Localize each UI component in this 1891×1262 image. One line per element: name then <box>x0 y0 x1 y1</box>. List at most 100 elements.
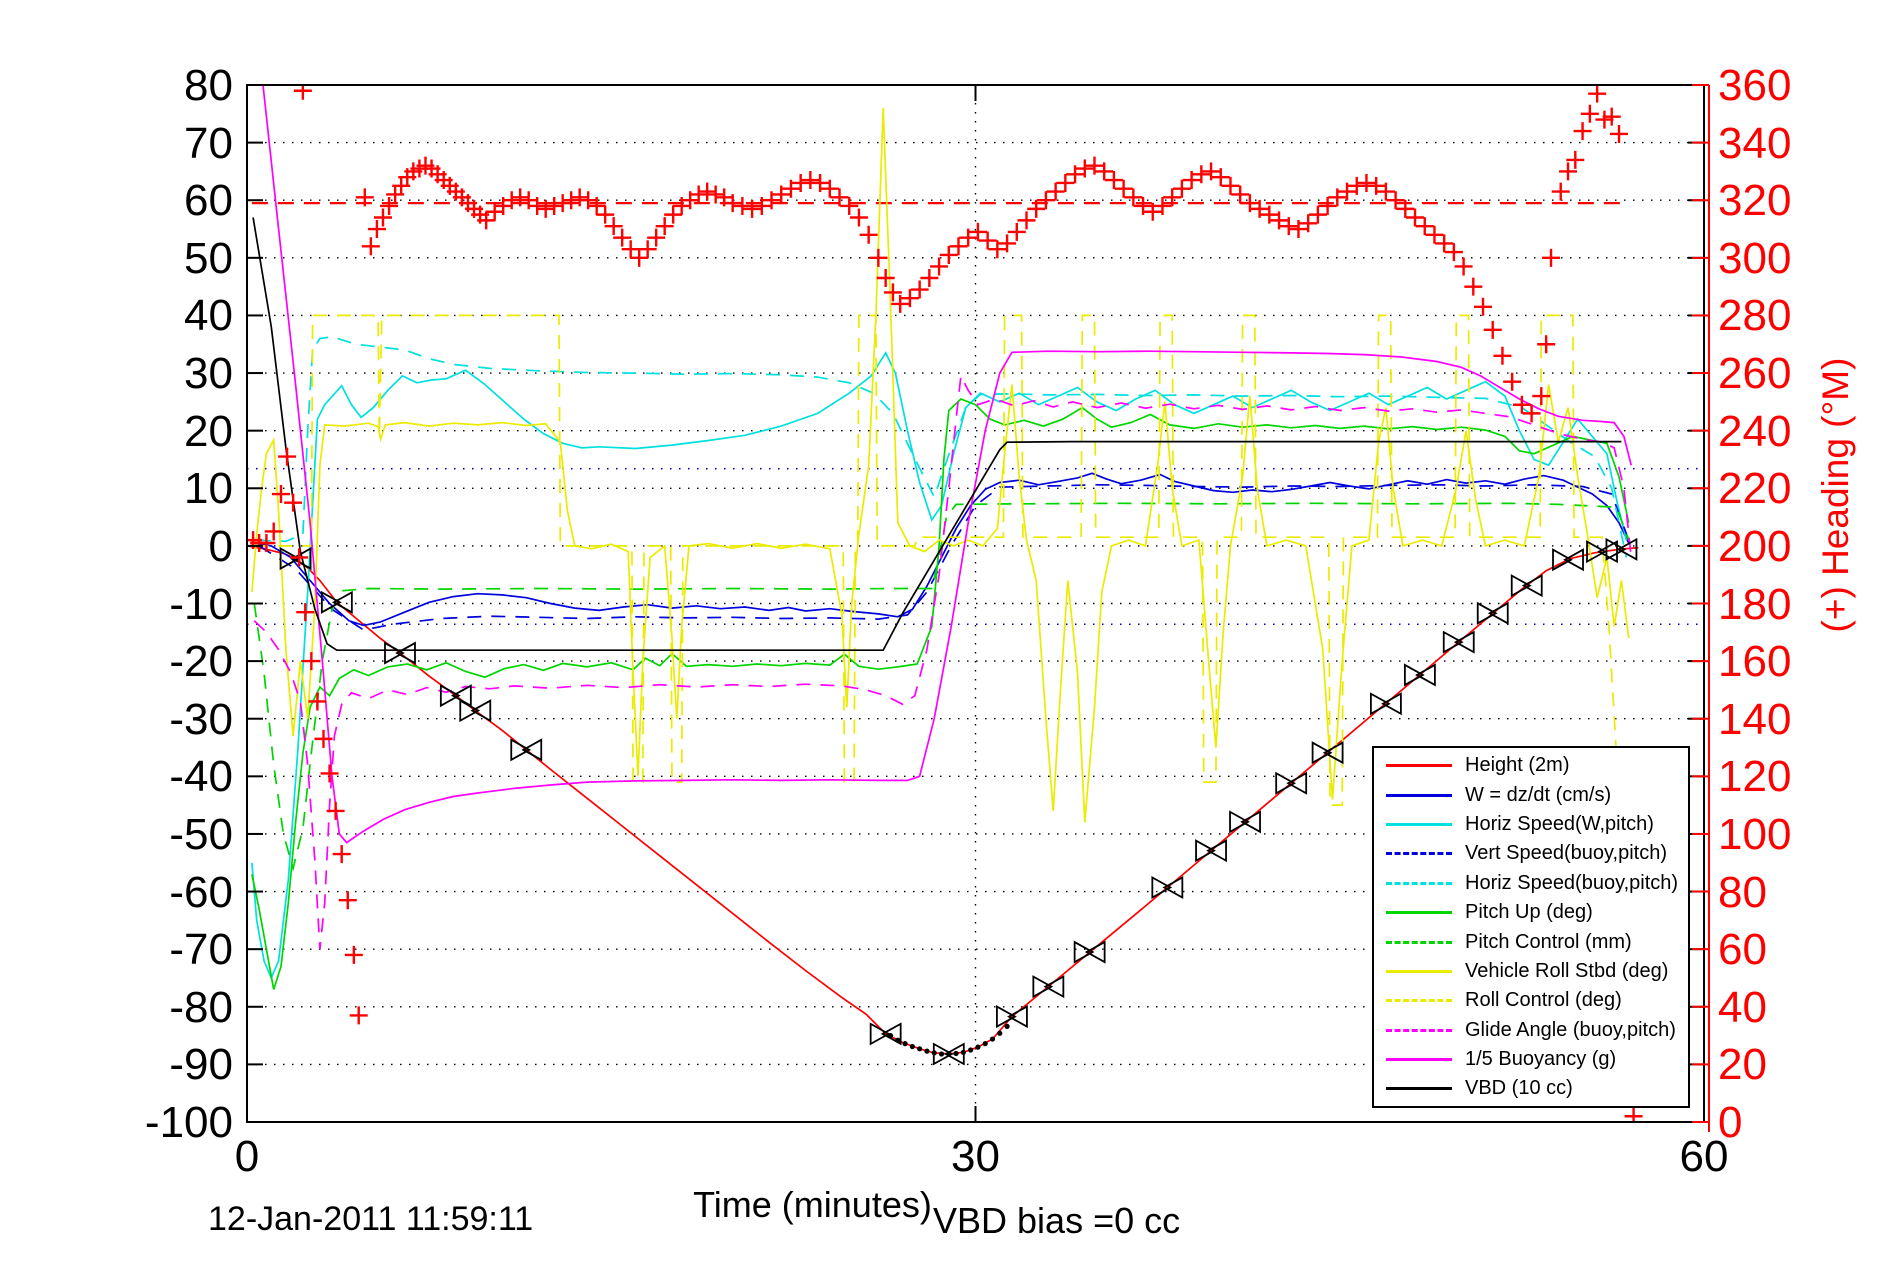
heading-sample-marker <box>545 196 564 215</box>
dive-direction-marker <box>1586 540 1618 564</box>
series-vbd <box>252 217 1622 652</box>
x-axis-tick-label: 30 <box>951 1132 1000 1181</box>
series-vert-speed-buoy <box>258 483 1630 631</box>
apogee-dot-marker <box>989 1036 996 1042</box>
heading-sample-marker <box>1056 173 1075 192</box>
series-layer <box>247 85 1643 1122</box>
legend-label: Pitch Up (deg) <box>1465 901 1593 924</box>
dive-direction-marker <box>1032 975 1065 999</box>
apogee-dot-marker <box>924 1048 930 1054</box>
heading-sample-marker <box>1376 182 1395 201</box>
heading-sample-marker <box>801 171 820 190</box>
heading-sample-marker <box>1075 159 1094 178</box>
apogee-dot-marker <box>968 1047 974 1053</box>
heading-sample-marker <box>1580 104 1599 123</box>
heading-sample-marker <box>1182 171 1201 190</box>
heading-sample-marker <box>891 294 910 313</box>
legend-item: Horiz Speed(W,pitch) <box>1374 810 1688 839</box>
heading-sample-marker <box>320 764 339 783</box>
dive-direction-marker <box>1275 771 1308 795</box>
heading-sample-marker <box>1153 196 1172 215</box>
heading-sample-marker <box>949 237 968 256</box>
x-axis-title: Time (minutes) <box>693 1184 932 1225</box>
dive-direction-marker <box>1311 741 1344 765</box>
heading-sample-marker <box>349 1006 368 1025</box>
heading-sample-marker <box>355 188 374 207</box>
heading-sample-marker <box>1367 176 1386 195</box>
legend-item: VBD (10 cc) <box>1374 1074 1688 1103</box>
heading-sample-marker <box>528 196 547 215</box>
y-axis-left-tick-label: 20 <box>184 406 233 456</box>
heading-sample-marker <box>1095 162 1114 181</box>
heading-sample-marker <box>743 199 762 218</box>
heading-sample-marker <box>1192 165 1211 184</box>
heading-sample-marker <box>296 603 315 622</box>
dive-direction-marker <box>1195 839 1227 863</box>
legend-line-sample <box>1386 999 1452 1003</box>
series-vehicle-roll <box>251 107 1630 823</box>
heading-sample-marker <box>978 231 997 250</box>
y-axis-right-tick-label: 220 <box>1718 464 1792 514</box>
heading-sample-marker <box>1610 124 1629 143</box>
heading-sample-marker <box>1357 173 1376 192</box>
y-axis-right-tick-label: 40 <box>1718 982 1767 1032</box>
dive-direction-marker <box>1229 810 1261 834</box>
y-axis-right-tick-label: 360 <box>1718 61 1792 110</box>
y-axis-right-tick-label: 140 <box>1718 694 1792 744</box>
heading-sample-marker <box>293 85 312 100</box>
heading-sample-marker <box>1328 188 1347 207</box>
heading-sample-marker <box>367 220 386 239</box>
heading-sample-marker <box>1114 179 1133 198</box>
apogee-dot-marker <box>997 1030 1003 1036</box>
y-axis-left-tick-label: -10 <box>169 579 233 629</box>
y-axis-left-tick-label: -60 <box>169 867 233 917</box>
y-axis-left-tick-label: -100 <box>144 1098 233 1147</box>
heading-sample-marker <box>840 196 859 215</box>
dive-direction-marker <box>1442 630 1475 654</box>
legend-label: Horiz Speed(buoy,pitch) <box>1465 871 1679 894</box>
y-axis-left-tick-label: -20 <box>169 637 233 687</box>
dive-direction-marker <box>1552 548 1584 572</box>
y-axis-left-tick-label: 80 <box>184 61 233 110</box>
heading-sample-marker <box>630 248 649 267</box>
heading-sample-marker <box>596 205 615 224</box>
heading-sample-marker <box>1542 248 1561 267</box>
heading-sample-marker <box>511 188 530 207</box>
y-axis-right-tick-label: 60 <box>1718 925 1767 975</box>
heading-sample-marker <box>733 196 752 215</box>
series-horiz-speed-w <box>251 351 1628 981</box>
x-axis-tick-label: 0 <box>234 1132 260 1181</box>
legend-label: Vert Speed(buoy,pitch) <box>1465 842 1667 865</box>
heading-sample-marker <box>1036 191 1055 210</box>
series-w-dzdt <box>254 472 1630 627</box>
dive-direction-marker <box>932 1042 965 1066</box>
heading-sample-marker <box>939 245 958 264</box>
legend-item: Height (2m) <box>1374 751 1688 780</box>
heading-sample-marker <box>830 188 849 207</box>
dive-direction-marker <box>320 590 353 614</box>
heading-sample-marker <box>553 194 572 213</box>
heading-sample-marker <box>1240 194 1259 213</box>
y-axis-left-tick-label: -90 <box>169 1040 233 1090</box>
heading-sample-marker <box>859 225 878 244</box>
plot-date-stamp: 12-Jan-2011 11:59:11 <box>208 1200 534 1238</box>
series-pitch-control <box>253 502 1630 872</box>
y-axis-left-tick-label: -40 <box>169 752 233 802</box>
legend-label: 1/5 Buoyancy (g) <box>1465 1048 1617 1071</box>
legend-item: W = dz/dt (cm/s) <box>1374 780 1688 809</box>
y-axis-right-tick-label: 20 <box>1718 1040 1767 1090</box>
heading-sample-marker <box>1046 182 1065 201</box>
heading-sample-marker <box>1338 182 1357 201</box>
apogee-dot-marker <box>953 1050 959 1057</box>
y-axis-right-tick-label: 160 <box>1718 637 1792 687</box>
heading-sample-marker <box>380 196 399 215</box>
heading-sample-marker <box>1588 85 1607 103</box>
heading-sample-marker <box>1007 222 1026 241</box>
apogee-dot-marker <box>917 1046 923 1052</box>
heading-sample-marker <box>373 208 392 227</box>
heading-sample-marker <box>332 845 351 864</box>
heading-sample-marker <box>1172 179 1191 198</box>
heading-sample-marker <box>647 228 666 247</box>
y-axis-right-tick-label: 260 <box>1718 349 1792 399</box>
